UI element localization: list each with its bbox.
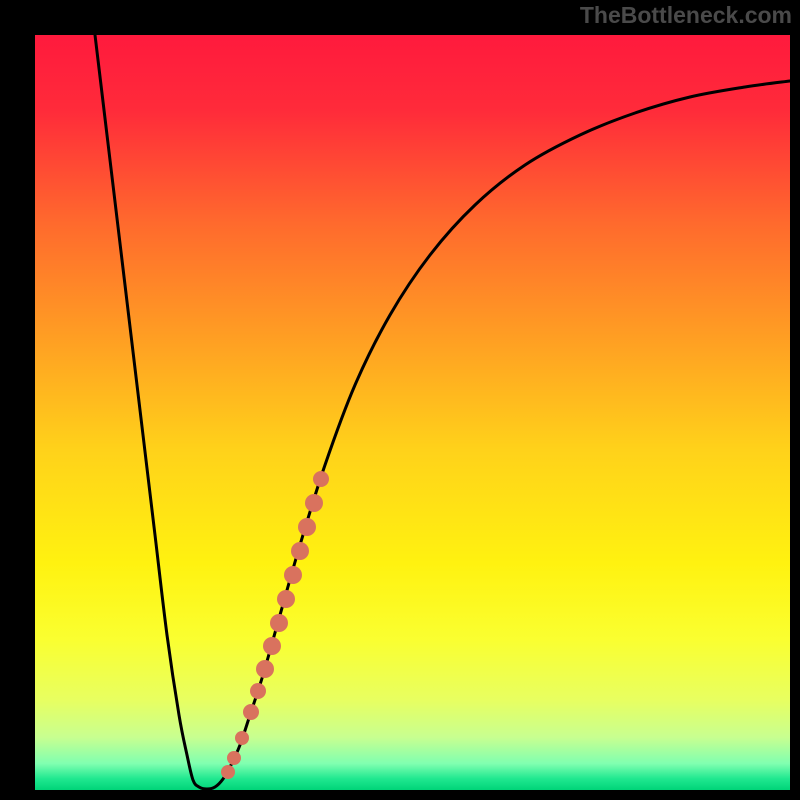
data-marker (250, 683, 266, 699)
data-marker (305, 494, 323, 512)
plot-area (35, 35, 790, 790)
data-marker (235, 731, 249, 745)
data-marker (221, 765, 235, 779)
bottleneck-curve (95, 35, 790, 789)
data-marker (291, 542, 309, 560)
curve-layer (35, 35, 790, 790)
data-marker (227, 751, 241, 765)
data-marker (277, 590, 295, 608)
data-marker (284, 566, 302, 584)
data-marker (263, 637, 281, 655)
watermark-text: TheBottleneck.com (580, 2, 792, 29)
data-marker (270, 614, 288, 632)
data-marker (313, 471, 329, 487)
data-marker (243, 704, 259, 720)
data-marker (298, 518, 316, 536)
chart-container: TheBottleneck.com (0, 0, 800, 800)
data-marker (256, 660, 274, 678)
marker-group (221, 471, 329, 779)
